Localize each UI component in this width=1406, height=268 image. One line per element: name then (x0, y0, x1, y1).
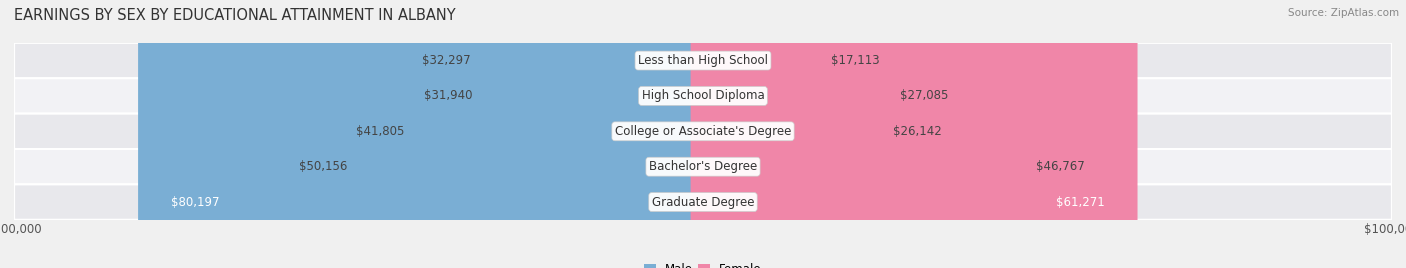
Text: $80,197: $80,197 (172, 196, 219, 209)
Text: $61,271: $61,271 (1056, 196, 1105, 209)
FancyBboxPatch shape (402, 0, 716, 268)
Text: College or Associate's Degree: College or Associate's Degree (614, 125, 792, 138)
FancyBboxPatch shape (14, 149, 1392, 184)
Legend: Male, Female: Male, Female (644, 263, 762, 268)
FancyBboxPatch shape (138, 0, 716, 268)
FancyBboxPatch shape (14, 43, 1392, 78)
Text: Source: ZipAtlas.com: Source: ZipAtlas.com (1288, 8, 1399, 18)
FancyBboxPatch shape (690, 0, 1137, 268)
Text: $46,767: $46,767 (1036, 160, 1084, 173)
Text: High School Diploma: High School Diploma (641, 90, 765, 102)
Text: $17,113: $17,113 (831, 54, 880, 67)
Text: $50,156: $50,156 (298, 160, 347, 173)
Text: $41,805: $41,805 (356, 125, 405, 138)
FancyBboxPatch shape (14, 114, 1392, 149)
FancyBboxPatch shape (690, 0, 896, 268)
Text: Bachelor's Degree: Bachelor's Degree (650, 160, 756, 173)
Text: Less than High School: Less than High School (638, 54, 768, 67)
Text: $32,297: $32,297 (422, 54, 470, 67)
FancyBboxPatch shape (468, 0, 716, 268)
FancyBboxPatch shape (690, 0, 1038, 268)
Text: $31,940: $31,940 (425, 90, 472, 102)
FancyBboxPatch shape (344, 0, 716, 268)
Text: $26,142: $26,142 (893, 125, 942, 138)
FancyBboxPatch shape (690, 0, 834, 268)
Text: EARNINGS BY SEX BY EDUCATIONAL ATTAINMENT IN ALBANY: EARNINGS BY SEX BY EDUCATIONAL ATTAINMEN… (14, 8, 456, 23)
Text: Graduate Degree: Graduate Degree (652, 196, 754, 209)
FancyBboxPatch shape (14, 184, 1392, 220)
FancyBboxPatch shape (690, 0, 903, 268)
FancyBboxPatch shape (471, 0, 716, 268)
FancyBboxPatch shape (14, 78, 1392, 114)
Text: $27,085: $27,085 (900, 90, 948, 102)
